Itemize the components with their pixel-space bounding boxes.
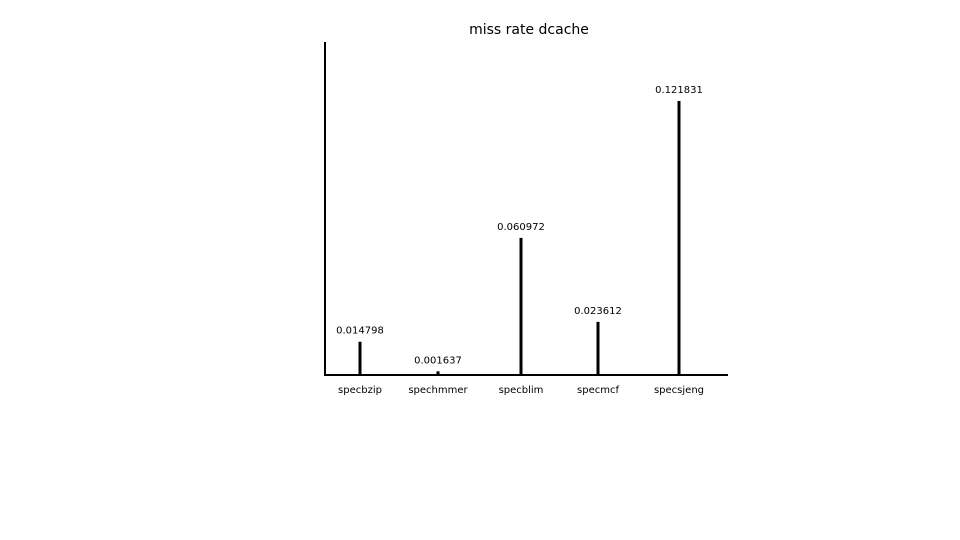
data-label-specmcf: 0.023612 [574,306,622,317]
data-labels-group: 0.014798 0.001637 0.060972 0.023612 0.121831 [336,85,703,366]
x-tick-label-specblim: specblim [499,385,544,396]
x-tick-label-specmcf: specmcf [577,385,619,396]
x-tick-labels-group: specbzip spechmmer specblim specmcf specsjen… [338,385,704,396]
x-tick-label-specbzip: specbzip [338,385,382,396]
data-label-spechmmer: 0.001637 [414,355,462,366]
data-label-specsjeng: 0.121831 [655,85,703,96]
x-tick-label-spechmmer: spechmmer [408,385,468,396]
bars-group [358,101,681,375]
data-label-specbzip: 0.014798 [336,326,384,337]
x-tick-label-specsjeng: specsjeng [654,385,704,396]
chart-axes [324,42,728,376]
data-label-specblim: 0.060972 [497,222,545,233]
chart-title: miss rate dcache [469,22,589,38]
